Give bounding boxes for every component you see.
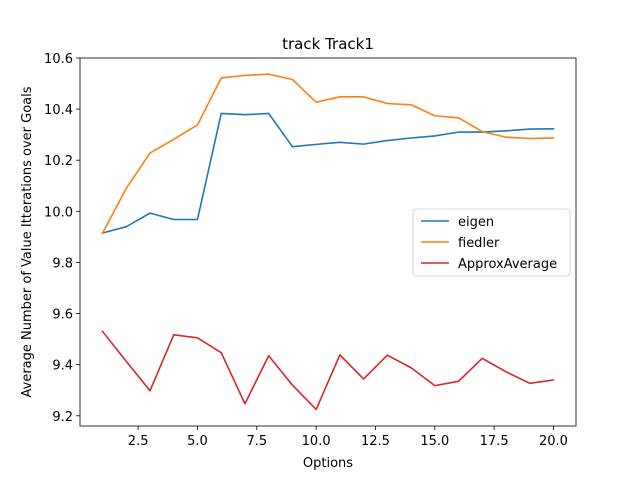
x-tick-label: 12.5 <box>361 434 390 449</box>
y-tick-label: 10.6 <box>44 52 73 67</box>
y-tick-label: 10.0 <box>44 205 73 220</box>
y-tick-label: 10.2 <box>44 154 73 169</box>
x-axis-title: Options <box>303 456 353 471</box>
x-tick-label: 20.0 <box>539 434 568 449</box>
legend-box <box>412 208 571 277</box>
y-tick-label: 10.4 <box>44 103 73 118</box>
axes-frame <box>79 57 577 427</box>
series-line-eigen <box>101 112 555 235</box>
x-tick-label: 2.5 <box>128 434 149 449</box>
y-axis-title: Average Number of Value Itterations over… <box>20 86 35 397</box>
chart-title: track Track1 <box>282 35 374 53</box>
y-tick-label: 9.6 <box>52 308 73 323</box>
plot-area: 2.5 5.0 7.5 10.0 12.5 15.0 17.5 20.0 9.2 9.4 9.6 9.… <box>44 52 577 449</box>
x-tick-label: 10.0 <box>302 434 331 449</box>
legend: eigen fiedler ApproxAverage <box>412 208 571 277</box>
y-tick-label: 9.2 <box>52 410 73 425</box>
x-tick-label: 7.5 <box>246 434 267 449</box>
series-line-approxaverage <box>101 330 555 411</box>
legend-label-approxaverage: ApproxAverage <box>458 257 557 272</box>
x-tick-label: 5.0 <box>187 434 208 449</box>
y-tick-label: 9.4 <box>52 359 73 374</box>
y-tick-label: 9.8 <box>52 256 73 271</box>
legend-label-eigen: eigen <box>458 215 494 230</box>
series-line-fiedler <box>101 73 555 235</box>
x-tick-label: 17.5 <box>480 434 509 449</box>
legend-label-fiedler: fiedler <box>458 236 500 251</box>
x-tick-label: 15.0 <box>420 434 449 449</box>
